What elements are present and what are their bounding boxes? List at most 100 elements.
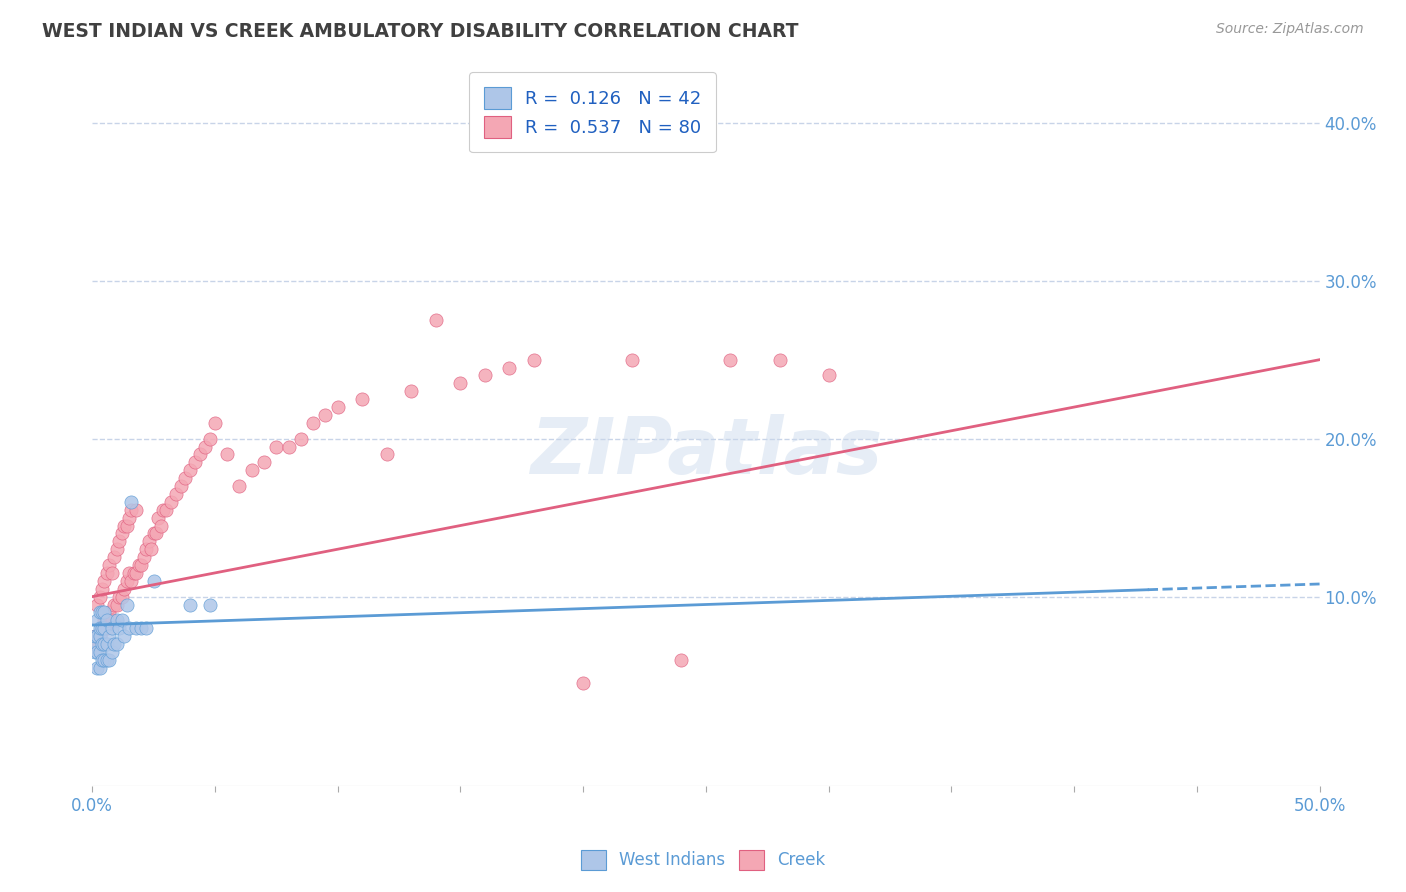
Point (132, 550, 155, 565)
Point (198, 598, 221, 612)
Point (105, 613, 128, 627)
Point (91, 637, 114, 651)
Point (169, 479, 191, 493)
Point (266, 440, 288, 454)
Point (277, 440, 299, 454)
Point (145, 526, 167, 541)
Point (112, 518, 135, 533)
Point (135, 542, 157, 557)
Point (96, 613, 118, 627)
Point (91, 621, 114, 635)
Point (118, 510, 141, 524)
Point (179, 463, 201, 477)
Point (720, 352, 742, 367)
Point (142, 574, 165, 588)
Point (93, 606, 115, 620)
Point (108, 590, 131, 604)
Point (98, 558, 121, 572)
Point (86, 613, 108, 627)
Point (83, 637, 105, 651)
Point (93, 637, 115, 651)
Point (93, 621, 115, 635)
Point (91, 606, 114, 620)
Point (101, 645, 124, 659)
Point (498, 360, 520, 375)
Point (302, 416, 325, 430)
Point (142, 526, 165, 541)
Point (115, 518, 138, 533)
Point (118, 566, 141, 580)
Point (204, 416, 226, 430)
Point (98, 629, 121, 643)
Legend: R =  0.126   N = 42, R =  0.537   N = 80: R = 0.126 N = 42, R = 0.537 N = 80 (470, 72, 716, 153)
Point (93, 613, 115, 627)
Text: ZIPatlas: ZIPatlas (530, 414, 882, 490)
Point (152, 502, 174, 516)
Point (108, 621, 131, 635)
Point (112, 582, 135, 596)
Point (105, 598, 128, 612)
Point (375, 447, 398, 461)
Point (129, 558, 152, 572)
Point (326, 400, 349, 414)
Point (768, 352, 790, 367)
Point (108, 534, 131, 549)
Point (89, 661, 111, 675)
Point (83, 645, 105, 659)
Point (290, 432, 312, 446)
Point (228, 479, 250, 493)
Point (96, 637, 118, 651)
Point (449, 376, 471, 391)
Point (159, 495, 181, 509)
Point (86, 637, 108, 651)
Point (89, 629, 111, 643)
Point (103, 598, 125, 612)
Point (155, 502, 177, 516)
Point (125, 621, 148, 635)
Point (314, 408, 336, 422)
Point (188, 447, 211, 461)
Point (817, 368, 839, 383)
Point (89, 606, 111, 620)
Point (101, 621, 124, 635)
Point (83, 629, 105, 643)
Point (125, 502, 148, 516)
Point (621, 352, 644, 367)
Point (118, 621, 141, 635)
Point (115, 574, 138, 588)
Point (135, 621, 157, 635)
Point (91, 582, 114, 596)
Point (184, 455, 207, 469)
Point (86, 598, 108, 612)
Point (98, 606, 121, 620)
Point (105, 542, 128, 557)
Point (138, 534, 160, 549)
Point (86, 645, 108, 659)
Point (91, 653, 114, 667)
Point (179, 598, 201, 612)
Point (96, 621, 118, 635)
Point (86, 629, 108, 643)
Point (105, 637, 128, 651)
Point (89, 590, 111, 604)
Point (89, 621, 111, 635)
Point (129, 621, 152, 635)
Point (149, 518, 172, 533)
Legend: West Indians, Creek: West Indians, Creek (574, 843, 832, 877)
Point (101, 613, 124, 627)
Point (101, 566, 124, 580)
Point (91, 621, 114, 635)
Point (93, 574, 115, 588)
Point (120, 574, 142, 588)
Point (112, 629, 135, 643)
Point (671, 653, 693, 667)
Point (96, 653, 118, 667)
Point (122, 566, 145, 580)
Point (425, 313, 447, 327)
Point (165, 487, 187, 501)
Point (120, 495, 142, 509)
Point (125, 566, 148, 580)
Point (89, 629, 111, 643)
Point (572, 676, 595, 690)
Text: WEST INDIAN VS CREEK AMBULATORY DISABILITY CORRELATION CHART: WEST INDIAN VS CREEK AMBULATORY DISABILI… (42, 22, 799, 41)
